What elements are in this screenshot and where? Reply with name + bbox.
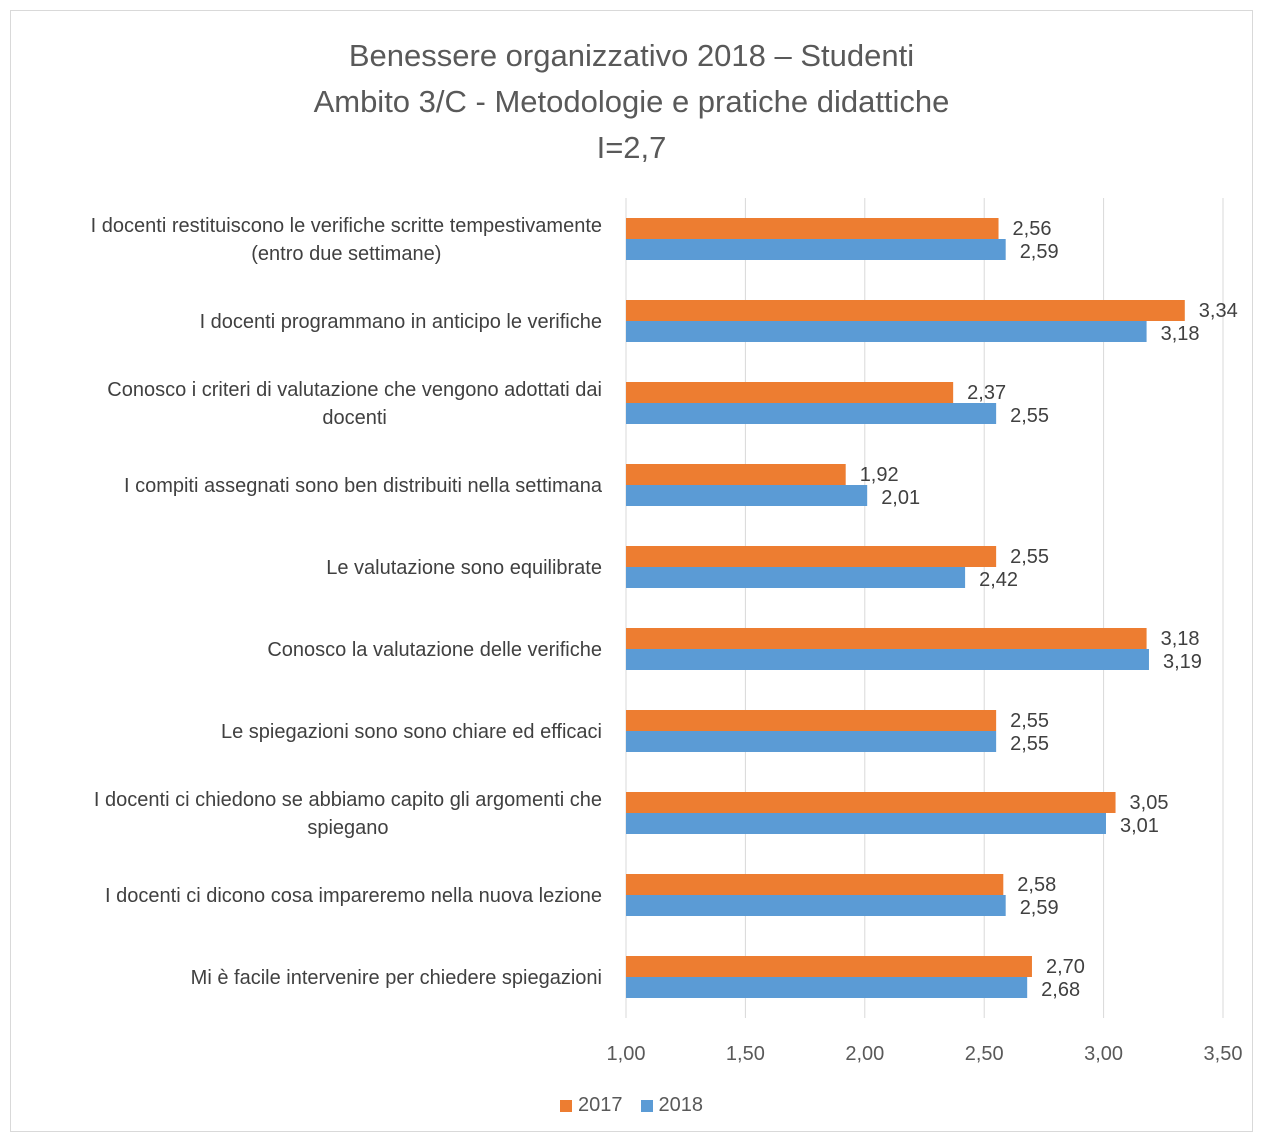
bar-2018 <box>626 321 1147 342</box>
data-label-2017: 3,05 <box>1130 792 1169 814</box>
data-label-2018: 2,59 <box>1020 241 1059 263</box>
category-label: I docenti restituiscono le verifiche scr… <box>91 215 602 237</box>
chart-title-line-1: Benessere organizzativo 2018 – Studenti <box>348 38 915 73</box>
category-label: I compiti assegnati sono ben distribuiti… <box>124 475 603 497</box>
bar-2018 <box>626 567 966 588</box>
x-tick-label: 1,00 <box>607 1043 646 1065</box>
bar-2018 <box>626 977 1028 998</box>
x-tick-label: 2,00 <box>845 1043 884 1065</box>
data-label-2017: 2,58 <box>1017 874 1056 896</box>
data-label-2018: 2,42 <box>979 569 1018 591</box>
legend-item-2018: 2018 <box>640 1094 704 1117</box>
category-label: (entro due settimane) <box>251 243 441 265</box>
bar-2018 <box>626 895 1006 916</box>
data-label-2018: 2,59 <box>1020 897 1059 919</box>
data-label-2017: 3,34 <box>1199 300 1238 322</box>
chart-frame <box>10 10 1253 1132</box>
bar-2018 <box>626 649 1149 670</box>
category-label: I docenti ci chiedono se abbiamo capito … <box>94 789 602 811</box>
data-label-2018: 2,01 <box>881 487 920 509</box>
data-label-2018: 3,18 <box>1161 323 1200 345</box>
x-tick-label: 2,50 <box>965 1043 1004 1065</box>
bar-2017 <box>626 628 1147 649</box>
chart-title-line-3: I=2,7 <box>596 130 667 165</box>
chart-title-line-2: Ambito 3/C - Metodologie e pratiche dida… <box>313 84 950 119</box>
data-label-2017: 1,92 <box>860 464 899 486</box>
legend-label-2017: 2017 <box>578 1094 623 1116</box>
bar-2018 <box>626 813 1106 834</box>
bar-2018 <box>626 239 1006 260</box>
bar-2018 <box>626 403 997 424</box>
category-label: Conosco i criteri di valutazione che ven… <box>107 379 602 401</box>
x-tick-label: 3,50 <box>1204 1043 1243 1065</box>
category-label: I docenti ci dicono cosa impareremo nell… <box>105 885 602 907</box>
data-label-2017: 3,18 <box>1161 628 1200 650</box>
legend-swatch-2018 <box>640 1099 653 1112</box>
bar-2018 <box>626 731 997 752</box>
category-label: docenti <box>322 407 387 429</box>
x-tick-label: 1,50 <box>726 1043 765 1065</box>
data-label-2018: 3,19 <box>1163 651 1202 673</box>
x-tick-label: 3,00 <box>1084 1043 1123 1065</box>
bar-2017 <box>626 546 997 567</box>
data-label-2017: 2,70 <box>1046 956 1085 978</box>
bar-2017 <box>626 710 997 731</box>
bar-2017 <box>626 464 846 485</box>
data-label-2017: 2,56 <box>1013 218 1052 240</box>
bar-2017 <box>626 300 1185 321</box>
bar-2017 <box>626 792 1116 813</box>
bar-2018 <box>626 485 868 506</box>
category-label: Mi è facile intervenire per chiedere spi… <box>191 967 602 989</box>
data-label-2017: 2,55 <box>1010 546 1049 568</box>
data-label-2018: 2,55 <box>1010 733 1049 755</box>
bar-2017 <box>626 382 954 403</box>
category-label: Le valutazione sono equilibrate <box>326 557 602 579</box>
data-label-2018: 2,55 <box>1010 405 1049 427</box>
data-label-2018: 3,01 <box>1120 815 1159 837</box>
data-label-2018: 2,68 <box>1041 979 1080 1001</box>
category-label: Conosco la valutazione delle verifiche <box>267 639 602 661</box>
bar-2017 <box>626 874 1004 895</box>
category-label: I docenti programmano in anticipo le ver… <box>200 311 602 333</box>
data-label-2017: 2,55 <box>1010 710 1049 732</box>
bar-2017 <box>626 956 1032 977</box>
bar-2017 <box>626 218 999 239</box>
legend-item-2017: 2017 <box>560 1094 623 1117</box>
data-label-2017: 2,37 <box>967 382 1006 404</box>
category-label: Le spiegazioni sono sono chiare ed effic… <box>221 721 602 743</box>
legend-label-2018: 2018 <box>658 1094 704 1116</box>
legend-swatch-2017 <box>560 1099 572 1112</box>
category-label: spiegano <box>307 817 388 839</box>
legend: 2017 2018 <box>560 1094 713 1117</box>
